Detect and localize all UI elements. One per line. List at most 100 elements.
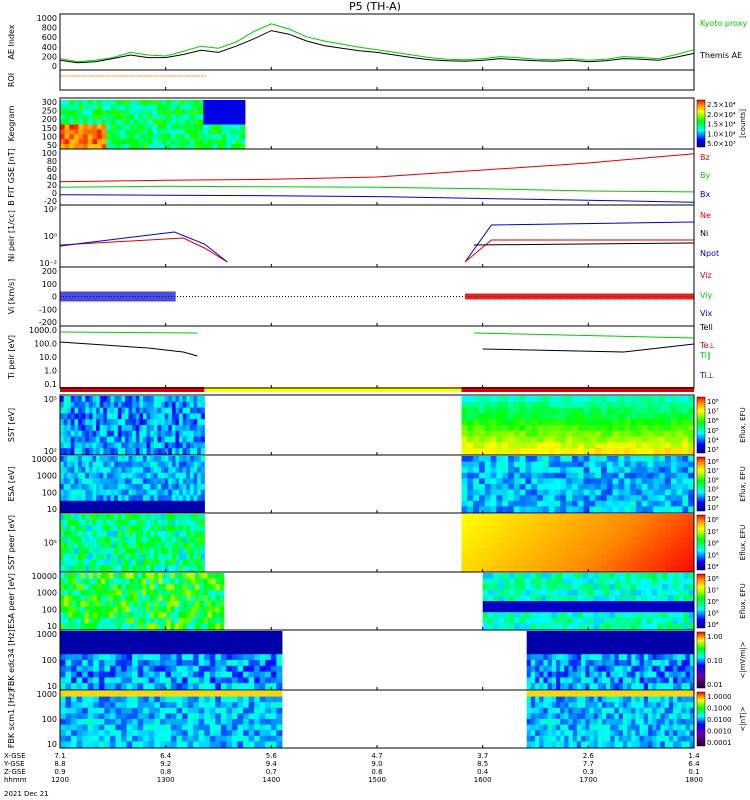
heatmap-cell bbox=[614, 636, 620, 644]
heatmap-cell bbox=[461, 506, 468, 513]
heatmap-cell bbox=[560, 495, 567, 502]
heatmap-cell bbox=[554, 500, 561, 507]
heatmap-cell bbox=[566, 489, 573, 496]
heatmap-cell bbox=[143, 139, 149, 145]
heatmap-cell bbox=[595, 548, 602, 555]
heatmap-cell bbox=[175, 442, 180, 449]
bfield-series-by bbox=[59, 185, 695, 193]
heatmap-cell bbox=[182, 467, 187, 474]
heatmap-cell bbox=[560, 413, 567, 420]
heatmap-cell bbox=[215, 654, 222, 661]
heatmap-cell bbox=[103, 514, 108, 521]
heatmap-cell bbox=[194, 139, 200, 145]
heatmap-cell bbox=[248, 702, 255, 709]
heatmap-cell bbox=[135, 531, 140, 538]
heatmap-cell bbox=[509, 623, 515, 630]
heatmap-cell bbox=[689, 671, 695, 678]
heatmap-cell bbox=[103, 448, 108, 455]
heatmap-cell bbox=[526, 713, 532, 720]
heatmap-cell bbox=[618, 536, 625, 543]
heatmap-cell bbox=[193, 559, 198, 566]
heatmap-cell bbox=[70, 448, 75, 455]
heatmap-cell bbox=[519, 461, 526, 468]
heatmap-cell bbox=[508, 436, 515, 443]
heatmap-cell bbox=[572, 677, 578, 684]
heatmap-cell bbox=[572, 623, 579, 630]
heatmap-cell bbox=[589, 419, 596, 426]
heatmap-cell bbox=[195, 606, 200, 613]
heatmap-cell bbox=[83, 144, 89, 150]
heatmap-cell bbox=[530, 578, 536, 585]
heatmap-cell bbox=[593, 642, 599, 649]
heatmap-cell bbox=[254, 648, 261, 655]
heatmap-cell bbox=[60, 461, 65, 468]
heatmap-cell bbox=[526, 696, 532, 703]
heatmap-cell bbox=[157, 519, 162, 526]
heatmap-cell bbox=[182, 683, 188, 690]
heatmap-cell bbox=[484, 467, 492, 474]
heatmap-cell bbox=[70, 396, 75, 403]
heatmap-cell bbox=[135, 536, 140, 543]
heatmap-cell bbox=[595, 467, 602, 474]
heatmap-cell bbox=[161, 436, 166, 443]
heatmap-cell bbox=[121, 467, 126, 474]
heatmap-cell bbox=[87, 124, 93, 130]
heatmap-cell bbox=[508, 548, 515, 555]
heatmap-cell bbox=[609, 601, 616, 608]
heatmap-cell bbox=[87, 104, 93, 111]
heatmap-cell bbox=[154, 606, 159, 613]
heatmap-cell bbox=[67, 467, 72, 474]
heatmap-cell bbox=[186, 578, 192, 585]
heatmap-cell bbox=[498, 606, 505, 613]
heatmap-cell bbox=[121, 536, 126, 543]
heatmap-cell bbox=[572, 407, 579, 414]
heatmap-cell bbox=[624, 536, 631, 543]
heatmap-cell bbox=[652, 707, 657, 714]
heatmap-cell bbox=[115, 691, 122, 698]
heatmap-cell bbox=[148, 631, 155, 638]
heatmap-cell bbox=[508, 519, 515, 526]
heatmap-cell bbox=[627, 636, 632, 644]
heatmap-cell bbox=[519, 467, 526, 474]
heatmap-cell bbox=[467, 472, 474, 479]
heatmap-cell bbox=[688, 495, 695, 502]
heatmap-cell bbox=[161, 478, 166, 485]
heatmap-cell bbox=[197, 484, 202, 491]
heatmap-cell bbox=[197, 430, 202, 438]
heatmap-cell bbox=[554, 559, 561, 566]
heatmap-cell bbox=[259, 702, 266, 709]
heatmap-cell bbox=[143, 741, 150, 748]
heatmap-cell bbox=[143, 489, 148, 496]
heatmap-cell bbox=[154, 719, 161, 726]
heatmap-cell bbox=[598, 623, 605, 630]
heatmap-cell bbox=[121, 472, 126, 479]
heatmap-cell bbox=[198, 636, 205, 644]
heatmap-cell bbox=[164, 413, 169, 420]
heatmap-cell bbox=[652, 631, 657, 638]
heatmap-cell bbox=[265, 654, 272, 661]
heatmap-cell bbox=[597, 665, 603, 673]
heatmap-cell bbox=[143, 671, 150, 678]
heatmap-cell bbox=[612, 396, 619, 403]
heatmap-cell bbox=[170, 100, 176, 106]
heatmap-cell bbox=[215, 702, 222, 709]
heatmap-cell bbox=[179, 478, 184, 485]
heatmap-cell bbox=[630, 489, 637, 496]
heatmap-cell bbox=[484, 559, 492, 566]
heatmap-cell bbox=[601, 506, 608, 513]
heatmap-cell bbox=[635, 456, 643, 463]
heatmap-cell bbox=[577, 407, 585, 414]
heatmap-cell bbox=[110, 559, 115, 566]
heatmap-cell bbox=[198, 109, 204, 116]
heatmap-cell bbox=[276, 691, 283, 698]
heatmap-cell bbox=[657, 617, 663, 624]
heatmap-cell bbox=[217, 119, 223, 125]
heatmap-cell bbox=[88, 573, 94, 580]
heatmap-cell bbox=[78, 134, 84, 140]
heatmap-cell bbox=[76, 707, 83, 714]
heatmap-cell bbox=[88, 553, 93, 561]
heatmap-cell bbox=[514, 601, 521, 608]
heatmap-cell bbox=[143, 542, 148, 549]
heatmap-cell bbox=[473, 401, 480, 409]
heatmap-cell bbox=[88, 595, 94, 602]
